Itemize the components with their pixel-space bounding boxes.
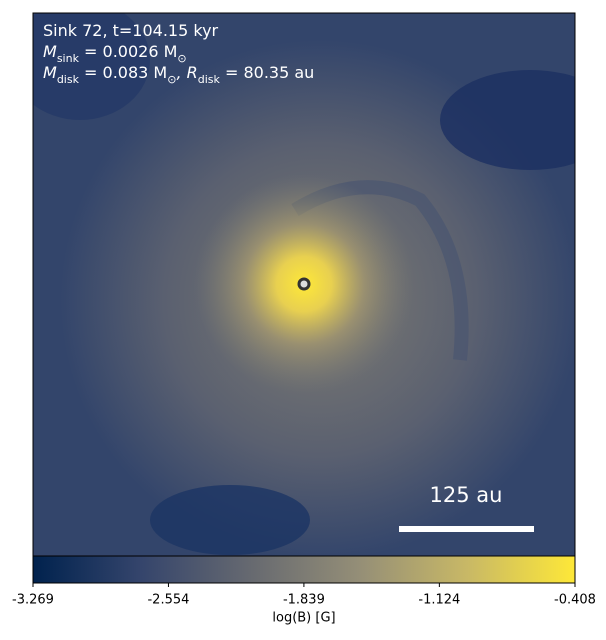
annotation-part: disk [57,73,80,86]
colorbar-tick-label: -1.124 [418,593,460,608]
annotation-part: ⊙ [167,73,176,86]
annotation-part: ⊙ [177,52,186,65]
colorbar-tick-label: -3.269 [12,593,54,608]
annotation-part: disk [198,73,221,86]
annotation-line: Sink 72, t=104.15 kyr [43,21,219,40]
annotation-part: sink [57,52,80,65]
annotation-line: Msink = 0.0026 M⊙ [43,42,187,65]
annotation-part: M [43,63,57,82]
annotation-part: = 0.0026 M [79,42,177,61]
scale-bar-label: 125 au [430,483,503,507]
scale-bar [399,526,534,532]
colorbar-label: log(B) [G] [272,611,335,626]
annotation-part: Sink 72, t=104.15 kyr [43,21,219,40]
annotation-part: = 0.083 M [79,63,167,82]
colorbar-ticks: -3.269 -2.554 -1.839 -1.124 -0.408 [12,583,596,608]
colorbar [32,555,576,584]
annotation-part: = 80.35 au [220,63,314,82]
annotation-part: M [43,42,57,61]
annotation-part: , R [176,63,197,82]
sink-marker [297,277,311,291]
colorbar-tick-label: -1.839 [283,593,325,608]
field-image [33,13,575,556]
colorbar-tick-label: -0.408 [554,593,596,608]
colorbar-tick-label: -2.554 [147,593,189,608]
annotation-line: Mdisk = 0.083 M⊙, Rdisk = 80.35 au [43,63,314,86]
